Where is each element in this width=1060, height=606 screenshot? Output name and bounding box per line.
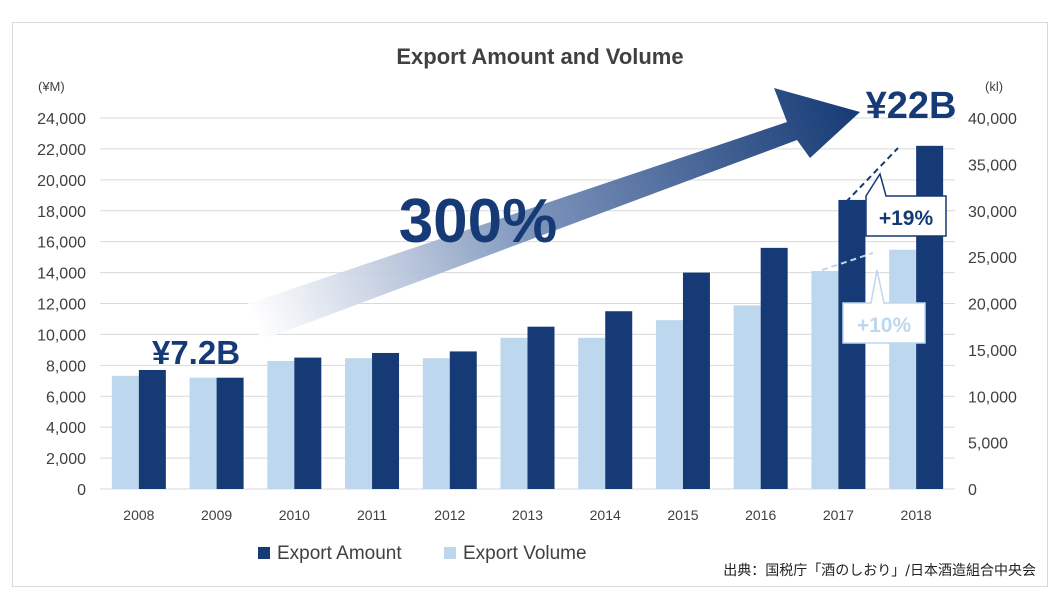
right-tick-label: 10,000 <box>968 389 1017 406</box>
volume-change-label: +10% <box>857 314 912 337</box>
volume-change-line <box>821 252 874 271</box>
left-tick-label: 14,000 <box>37 266 86 283</box>
right-tick-label: 30,000 <box>968 204 1017 221</box>
growth-label: 300% <box>399 187 558 256</box>
bar-export-amount <box>682 272 710 489</box>
left-tick-label: 2,000 <box>46 451 86 468</box>
category-label: 2016 <box>745 507 776 523</box>
bar-export-amount <box>138 369 166 489</box>
amount-change-label: +19% <box>879 207 934 230</box>
bar-export-volume <box>189 377 217 489</box>
bar-export-amount <box>216 377 244 489</box>
bar-export-volume <box>578 337 606 489</box>
bar-export-volume <box>889 249 917 489</box>
end-value-label: ¥22B <box>866 85 957 127</box>
left-tick-label: 4,000 <box>46 420 86 437</box>
bar-export-volume <box>733 305 761 489</box>
bar-export-volume <box>655 320 683 489</box>
left-tick-label: 8,000 <box>46 358 86 375</box>
right-axis-ticks: 0 5,000 10,000 15,000 20,000 25,000 30,000 35,0… <box>968 111 1017 499</box>
bar-export-amount <box>760 247 788 489</box>
bar-export-amount <box>449 351 477 489</box>
left-tick-label: 6,000 <box>46 389 86 406</box>
category-label: 2014 <box>590 507 621 523</box>
category-label: 2010 <box>279 507 310 523</box>
bar-export-amount <box>527 326 555 489</box>
left-tick-label: 12,000 <box>37 297 86 314</box>
left-tick-label: 24,000 <box>37 111 86 128</box>
left-axis-unit: (¥M) <box>38 79 65 94</box>
left-tick-label: 0 <box>77 482 86 499</box>
bar-export-volume <box>111 375 139 489</box>
right-tick-label: 25,000 <box>968 250 1017 267</box>
right-tick-label: 20,000 <box>968 297 1017 314</box>
left-tick-label: 20,000 <box>37 173 86 190</box>
left-tick-label: 18,000 <box>37 204 86 221</box>
right-tick-label: 0 <box>968 482 977 499</box>
amount-change-line <box>845 147 899 203</box>
start-value-label: ¥7.2B <box>152 334 240 371</box>
growth-arrow <box>244 88 860 340</box>
bar-export-volume <box>500 337 528 489</box>
category-label: 2009 <box>201 507 232 523</box>
category-label: 2018 <box>901 507 932 523</box>
right-tick-label: 5,000 <box>968 436 1008 453</box>
category-label: 2015 <box>667 507 698 523</box>
right-tick-label: 35,000 <box>968 157 1017 174</box>
category-label: 2011 <box>357 507 387 523</box>
category-labels: 2008 2009 2010 2011 2012 2013 2014 2015 2016 2017… <box>123 507 932 523</box>
left-tick-label: 16,000 <box>37 235 86 252</box>
source-note: 出典：国税庁「酒のしおり」/日本酒造組合中央会 <box>723 563 1036 579</box>
bar-export-volume <box>811 271 839 489</box>
bar-export-amount <box>294 357 322 489</box>
volume-change-callout <box>842 269 926 344</box>
bar-export-amount <box>372 352 400 489</box>
amount-change-callout <box>865 172 947 237</box>
bar-export-amount <box>838 199 866 489</box>
category-label: 2008 <box>123 507 154 523</box>
category-label: 2017 <box>823 507 854 523</box>
legend-swatch-volume <box>444 547 456 559</box>
chart-title: Export Amount and Volume <box>396 44 683 69</box>
left-tick-label: 10,000 <box>37 327 86 344</box>
left-tick-label: 22,000 <box>37 142 86 159</box>
left-axis-ticks: 0 2,000 4,000 6,000 8,000 10,000 12,000 14,000 1… <box>37 111 86 499</box>
right-tick-label: 15,000 <box>968 343 1017 360</box>
right-tick-label: 40,000 <box>968 111 1017 128</box>
bar-export-volume <box>422 358 450 489</box>
legend-swatch-amount <box>258 547 270 559</box>
category-label: 2012 <box>434 507 465 523</box>
legend-label-amount: Export Amount <box>277 543 402 564</box>
bar-export-amount <box>605 311 633 489</box>
legend-label-volume: Export Volume <box>463 543 587 564</box>
category-label: 2013 <box>512 507 543 523</box>
bar-export-volume <box>345 358 373 489</box>
right-axis-unit: (kl) <box>985 79 1003 94</box>
bar-export-volume <box>267 361 295 489</box>
